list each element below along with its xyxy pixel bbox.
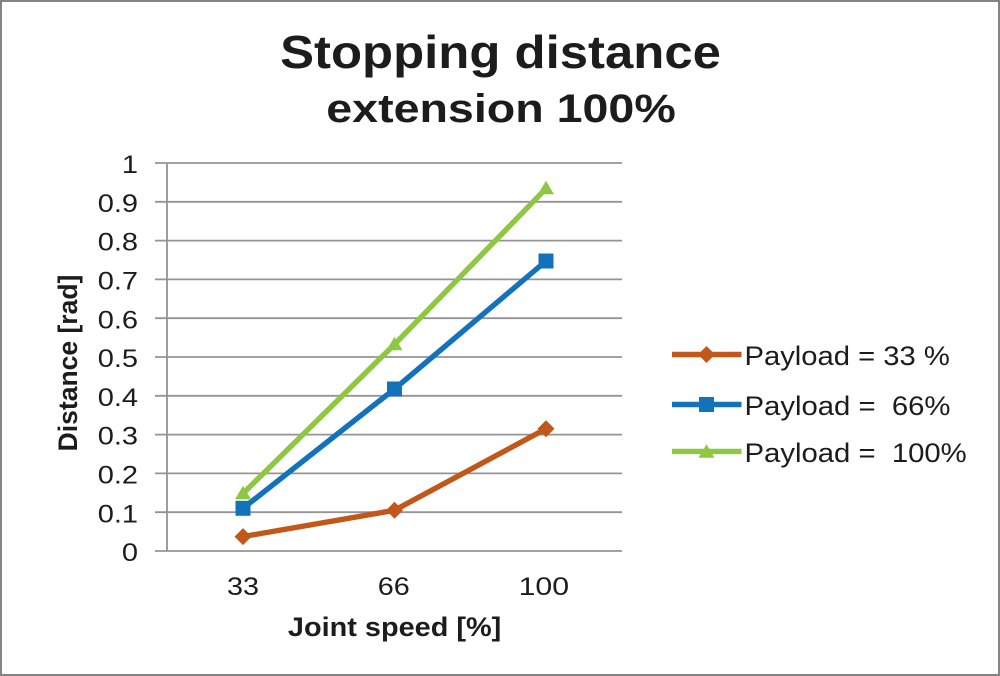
- svg-text:1: 1: [122, 150, 138, 179]
- svg-text:0.9: 0.9: [98, 189, 138, 218]
- svg-text:100: 100: [519, 572, 569, 600]
- svg-text:0.4: 0.4: [98, 383, 138, 412]
- svg-text:Stopping distance: Stopping distance: [280, 27, 721, 78]
- svg-text:Payload = 66%: Payload = 66%: [745, 390, 951, 421]
- svg-text:Joint speed [%]: Joint speed [%]: [288, 612, 501, 642]
- svg-text:66: 66: [378, 573, 410, 601]
- svg-text:0.2: 0.2: [98, 460, 138, 489]
- svg-text:extension 100%: extension 100%: [326, 87, 676, 131]
- svg-text:Distance [rad]: Distance [rad]: [53, 275, 83, 452]
- svg-text:0.6: 0.6: [98, 305, 138, 334]
- svg-text:0.1: 0.1: [98, 499, 138, 528]
- svg-text:0.7: 0.7: [98, 266, 138, 295]
- svg-text:Payload = 100%: Payload = 100%: [745, 437, 967, 468]
- svg-text:0.3: 0.3: [98, 422, 138, 451]
- svg-text:0.8: 0.8: [98, 228, 138, 257]
- svg-text:0: 0: [122, 538, 138, 567]
- svg-text:Payload = 33 %: Payload = 33 %: [745, 341, 950, 371]
- svg-text:33: 33: [227, 573, 259, 601]
- svg-text:0.5: 0.5: [98, 344, 138, 373]
